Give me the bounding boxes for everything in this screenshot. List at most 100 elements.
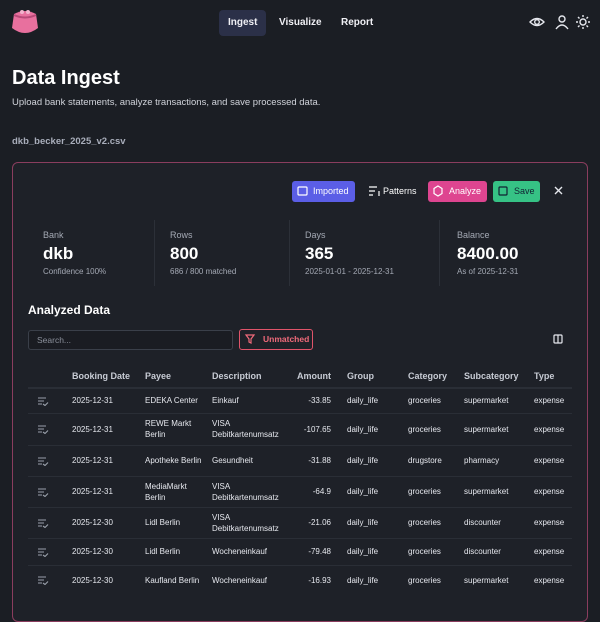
stat-note: 686 / 800 matched xyxy=(170,267,237,276)
patterns-button[interactable]: Patterns xyxy=(383,186,417,196)
table-cell: supermarket xyxy=(464,396,509,405)
header-icons[interactable] xyxy=(528,14,592,30)
table-cell: expense xyxy=(534,547,565,556)
stat-value: 8400.00 xyxy=(457,244,519,263)
row-match-icon[interactable] xyxy=(37,487,49,497)
column-header: Category xyxy=(408,371,448,381)
stat-value: dkb xyxy=(43,244,74,263)
column-header: Type xyxy=(534,371,555,381)
table-cell: 2025-12-31 xyxy=(72,424,113,434)
page-title: Data Ingest xyxy=(12,67,120,89)
table-cell: -79.48 xyxy=(308,547,331,556)
stat-card: Rows 800 686 / 800 matched xyxy=(155,220,290,286)
table-cell: discounter xyxy=(464,547,501,556)
column-header: Payee xyxy=(145,371,172,381)
table-cell: groceries xyxy=(408,424,441,434)
table-cell: expense xyxy=(534,487,565,496)
row-match-icon[interactable] xyxy=(37,424,49,434)
stat-card: Bank dkb Confidence 100% xyxy=(28,220,155,286)
page: Ingest Visualize Report Data Ingest Uplo… xyxy=(12,10,592,622)
table-cell: daily_life xyxy=(347,547,379,556)
table-cell: EDEKA Center xyxy=(145,396,198,405)
section-title: Analyzed Data xyxy=(28,303,111,317)
table-cell: groceries xyxy=(408,518,441,527)
row-match-icon[interactable] xyxy=(37,575,49,585)
table-cell: -107.65 xyxy=(303,424,331,434)
analyze-button[interactable]: Analyze xyxy=(428,181,487,202)
table-row xyxy=(28,413,572,445)
search-input[interactable]: Search... xyxy=(28,330,233,350)
table-cell: MediaMarkt Berlin xyxy=(145,481,187,502)
table-cell: -33.85 xyxy=(308,396,331,405)
table-row xyxy=(28,507,572,538)
table-cell: expense xyxy=(534,396,565,405)
table-cell: VISA Debitkartenumsatz xyxy=(212,512,279,533)
table-cell: Wocheneinkauf xyxy=(212,575,267,585)
table-cell: expense xyxy=(534,424,565,434)
stat-note: As of 2025-12-31 xyxy=(457,267,519,276)
table-cell: 2025-12-30 xyxy=(72,575,113,585)
table-cell: Lidl Berlin xyxy=(145,547,181,556)
table-cell: Lidl Berlin xyxy=(145,518,181,527)
imported-button[interactable]: Imported xyxy=(292,181,355,202)
column-header: Group xyxy=(347,371,374,381)
table-cell: Kaufland Berlin xyxy=(145,575,200,585)
table-cell: supermarket xyxy=(464,487,509,496)
table-cell: drugstore xyxy=(408,456,442,465)
row-match-icon[interactable] xyxy=(37,396,49,406)
table-cell: Einkauf xyxy=(212,396,239,405)
save-button[interactable]: Save xyxy=(493,181,540,202)
table-row xyxy=(28,445,572,476)
column-header: Subcategory xyxy=(464,371,519,381)
logo xyxy=(12,10,38,33)
table-cell: pharmacy xyxy=(464,456,500,465)
table-cell: 2025-12-31 xyxy=(72,487,113,496)
stat-note: 2025-01-01 - 2025-12-31 xyxy=(305,267,394,276)
table-cell: expense xyxy=(534,518,565,527)
stat-value: 800 xyxy=(170,244,199,263)
table-cell: REWE Markt Berlin xyxy=(145,419,192,439)
row-match-icon[interactable] xyxy=(37,547,49,557)
nav-item[interactable]: Ingest xyxy=(219,10,267,36)
unmatched-filter[interactable]: Unmatched xyxy=(239,329,313,350)
table-cell: expense xyxy=(534,575,565,585)
table-cell: Apotheke Berlin xyxy=(145,456,202,465)
table-cell: -21.06 xyxy=(308,518,331,527)
table-row xyxy=(28,538,572,565)
table-cell: 2025-12-31 xyxy=(72,396,113,405)
stat-note: Confidence 100% xyxy=(43,267,107,276)
table-cell: groceries xyxy=(408,575,441,585)
stat-card: Balance 8400.00 As of 2025-12-31 xyxy=(442,220,572,286)
header-rule xyxy=(28,387,572,388)
stat-label: Bank xyxy=(43,230,64,240)
stat-card: Days 365 2025-01-01 - 2025-12-31 xyxy=(290,220,440,286)
table-cell: expense xyxy=(534,456,565,465)
table-row xyxy=(28,565,572,595)
table-cell: groceries xyxy=(408,487,441,496)
table-cell: 2025-12-31 xyxy=(72,456,113,465)
stat-label: Days xyxy=(305,230,326,240)
table-cell: daily_life xyxy=(347,424,379,434)
table-cell: daily_life xyxy=(347,575,379,585)
table-cell: daily_life xyxy=(347,396,379,405)
column-header: Amount xyxy=(297,371,331,381)
nav-item[interactable]: Visualize xyxy=(279,17,322,28)
stat-value: 365 xyxy=(305,244,334,263)
row-match-icon[interactable] xyxy=(37,518,49,528)
table-cell: groceries xyxy=(408,547,441,556)
column-header: Description xyxy=(212,371,262,381)
table-row xyxy=(28,388,572,413)
table-cell: supermarket xyxy=(464,575,509,585)
table-cell: -16.93 xyxy=(308,575,331,585)
file-name: dkb_becker_2025_v2.csv xyxy=(12,136,126,147)
nav-item[interactable]: Report xyxy=(341,17,374,28)
table-cell: daily_life xyxy=(347,487,379,496)
stat-label: Balance xyxy=(457,230,490,240)
column-header: Booking Date xyxy=(72,371,131,381)
table-cell: Gesundheit xyxy=(212,456,253,465)
table-cell: daily_life xyxy=(347,518,379,527)
table-cell: -64.9 xyxy=(312,487,331,496)
page-subtitle: Upload bank statements, analyze transact… xyxy=(12,97,321,108)
row-match-icon[interactable] xyxy=(37,456,49,466)
table-cell: -31.88 xyxy=(308,456,331,465)
